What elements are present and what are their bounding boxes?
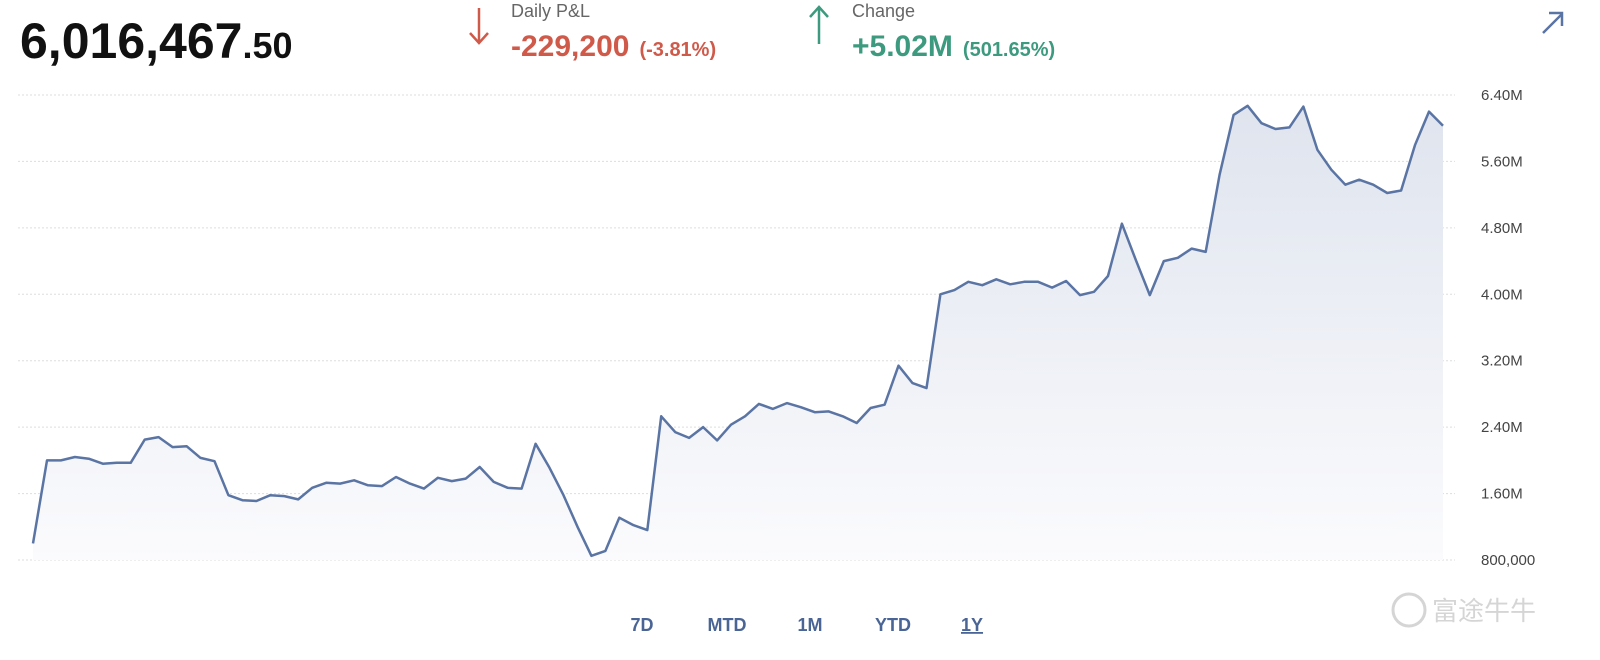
line [31,104,1444,558]
range-tab[interactable]: MTD [708,615,747,635]
y-tick-label: 4.00M [1481,286,1523,303]
area-fill [33,105,1443,561]
y-tick-label: 1.60M [1481,486,1523,503]
daily-pl-value: -229,200 (-3.81%) [511,30,716,63]
range-tabs: 7D MTD 1M YTD 1Y [630,615,983,635]
watermark: 富途牛牛 [1391,592,1536,628]
range-tab[interactable]: 1M [797,615,822,635]
range-tab[interactable]: YTD [875,615,911,635]
y-tick-label: 4.80M [1481,220,1523,237]
balance-main: 6,016,467 [20,13,242,69]
change-percent: (501.65%) [963,39,1055,61]
range-tab[interactable]: 1Y [961,615,983,635]
change-label: Change [852,1,915,21]
daily-pl-amount: -229,200 [511,30,629,63]
daily-pl-label: Daily P&L [511,1,590,21]
balance: 6,016,467.50 [20,13,292,69]
range-tab[interactable]: 7D [630,615,653,635]
chart: 800,000 1.60M 2.40M 3.20M 4.00M 4.80M 5.60M 6.4… [18,87,1535,569]
y-tick-label: 3.20M [1481,353,1523,370]
change-value: +5.02M (501.65%) [852,30,1055,63]
watermark-text: 富途牛牛 [1432,596,1536,626]
balance-decimal: .50 [242,25,292,66]
change-amount: +5.02M [852,30,953,63]
down-arrow-icon [469,8,489,45]
y-tick-label: 6.40M [1481,87,1523,104]
y-tick-label: 2.40M [1481,419,1523,436]
y-tick-label: 5.60M [1481,153,1523,170]
expand-icon[interactable] [1542,11,1564,34]
up-arrow-icon [809,5,829,44]
y-tick-label: 800,000 [1481,552,1535,569]
daily-pl-percent: (-3.81%) [639,39,716,61]
